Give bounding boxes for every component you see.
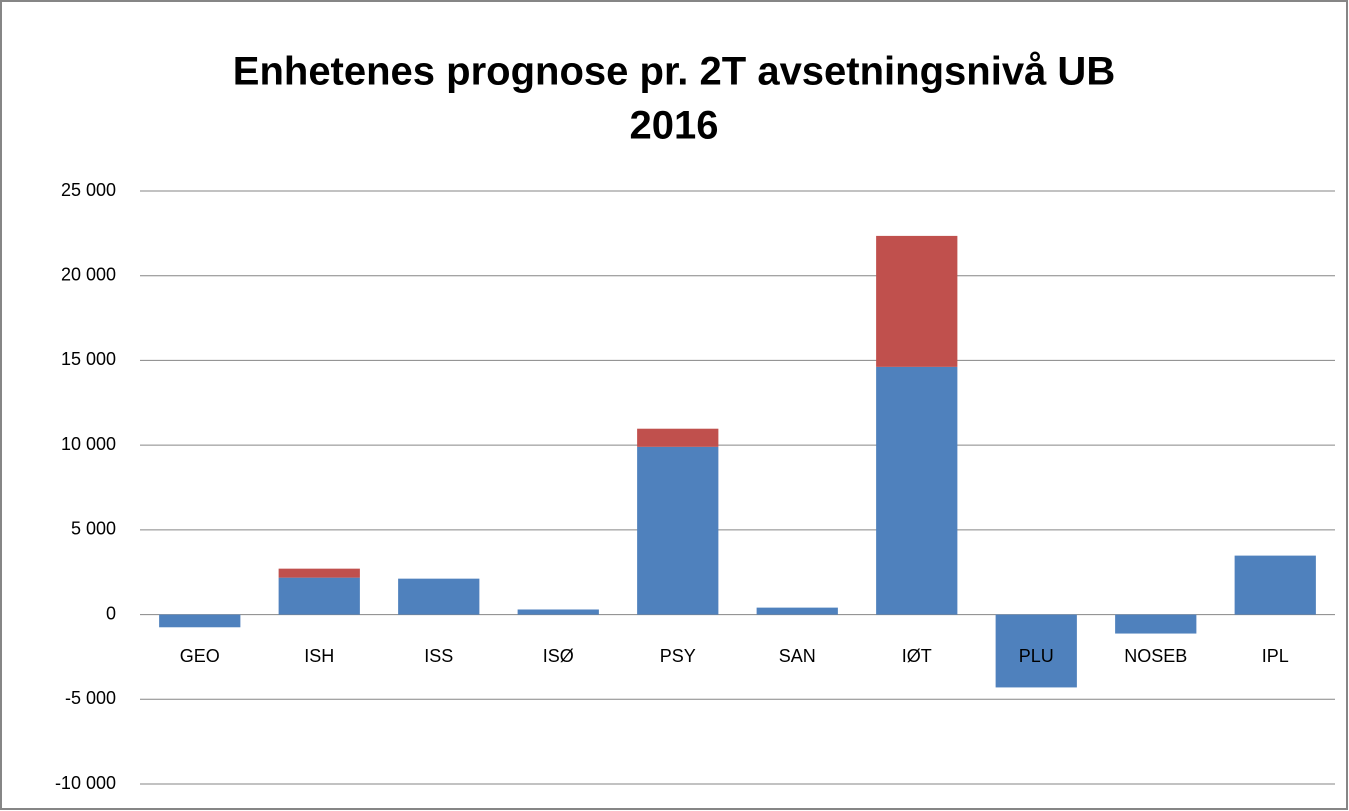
y-tick-label: 25 000 (61, 180, 116, 200)
bar (1115, 614, 1197, 634)
x-tick-label: ISØ (543, 646, 574, 666)
y-tick-label: -5 000 (65, 688, 116, 708)
y-tick-label: -10 000 (55, 773, 116, 793)
x-tick-label: GEO (180, 646, 220, 666)
x-tick-label: PSY (660, 646, 696, 666)
bar (637, 428, 719, 447)
chart-title: 2016 (630, 104, 719, 148)
bar (756, 607, 838, 615)
bar (398, 578, 480, 615)
x-tick-label: PLU (1019, 646, 1054, 666)
x-tick-label: IØT (902, 646, 932, 666)
bar (278, 568, 360, 578)
y-tick-label: 5 000 (71, 519, 116, 539)
x-tick-label: ISH (304, 646, 334, 666)
y-tick-label: 10 000 (61, 434, 116, 454)
bar (278, 577, 360, 615)
bar (159, 614, 241, 628)
y-tick-label: 0 (106, 603, 116, 623)
x-tick-label: IPL (1262, 646, 1289, 666)
bar (876, 366, 958, 615)
x-tick-label: SAN (779, 646, 816, 666)
x-tick-label: NOSEB (1124, 646, 1187, 666)
bar (637, 446, 719, 615)
bar (517, 609, 599, 615)
bar (995, 614, 1077, 688)
chart-title: Enhetenes prognose pr. 2T avsetningsnivå… (233, 50, 1115, 94)
x-tick-label: ISS (424, 646, 453, 666)
y-tick-label: 15 000 (61, 349, 116, 369)
bar (876, 235, 958, 367)
y-tick-label: 20 000 (61, 264, 116, 284)
bar (1234, 555, 1316, 615)
